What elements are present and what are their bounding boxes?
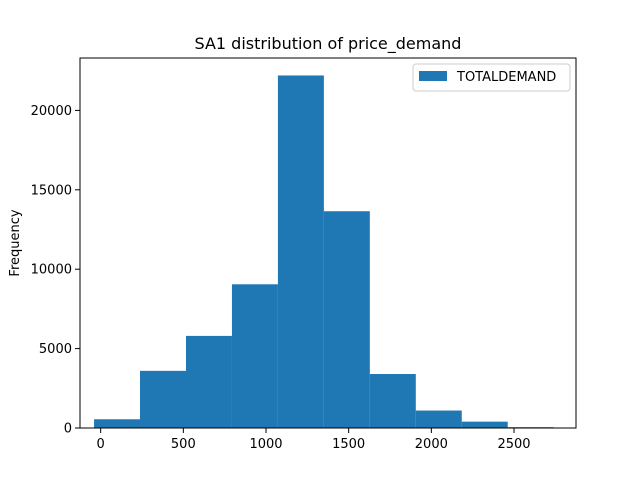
- legend-label: TOTALDEMAND: [456, 70, 556, 85]
- y-tick-label: 15000: [31, 183, 72, 198]
- y-axis: 0 5000 10000 15000 20000: [31, 104, 80, 437]
- x-tick-label: 1500: [332, 437, 365, 452]
- x-tick-label: 0: [97, 437, 105, 452]
- x-axis: 0 500 1000 1500 2000 2500: [97, 428, 531, 452]
- legend-box: [412, 63, 571, 92]
- x-tick-label: 2000: [415, 437, 448, 452]
- x-tick-label: 500: [171, 437, 196, 452]
- legend-swatch: [419, 71, 447, 81]
- histogram-bar: [185, 335, 232, 428]
- x-tick-label: 2500: [497, 437, 530, 452]
- y-tick-label: 10000: [31, 263, 72, 278]
- y-tick-label: 20000: [31, 104, 72, 119]
- histogram-bar: [140, 370, 186, 428]
- histogram-bar: [369, 374, 416, 428]
- histogram-bar: [415, 410, 462, 428]
- legend: TOTALDEMAND: [412, 63, 571, 92]
- bars-group: [94, 75, 554, 429]
- plot-frame: [79, 57, 577, 429]
- histogram-bar: [461, 421, 508, 428]
- y-tick-label: 5000: [39, 342, 72, 357]
- x-tick-label: 1000: [249, 437, 282, 452]
- histogram-bar: [323, 211, 370, 428]
- y-axis-label: Frequency: [8, 209, 23, 276]
- y-tick-label: 0: [64, 422, 72, 437]
- chart-title: SA1 distribution of price_demand: [195, 34, 462, 54]
- histogram-bar: [277, 75, 324, 429]
- histogram-bar: [94, 419, 141, 428]
- histogram-bar: [231, 284, 278, 428]
